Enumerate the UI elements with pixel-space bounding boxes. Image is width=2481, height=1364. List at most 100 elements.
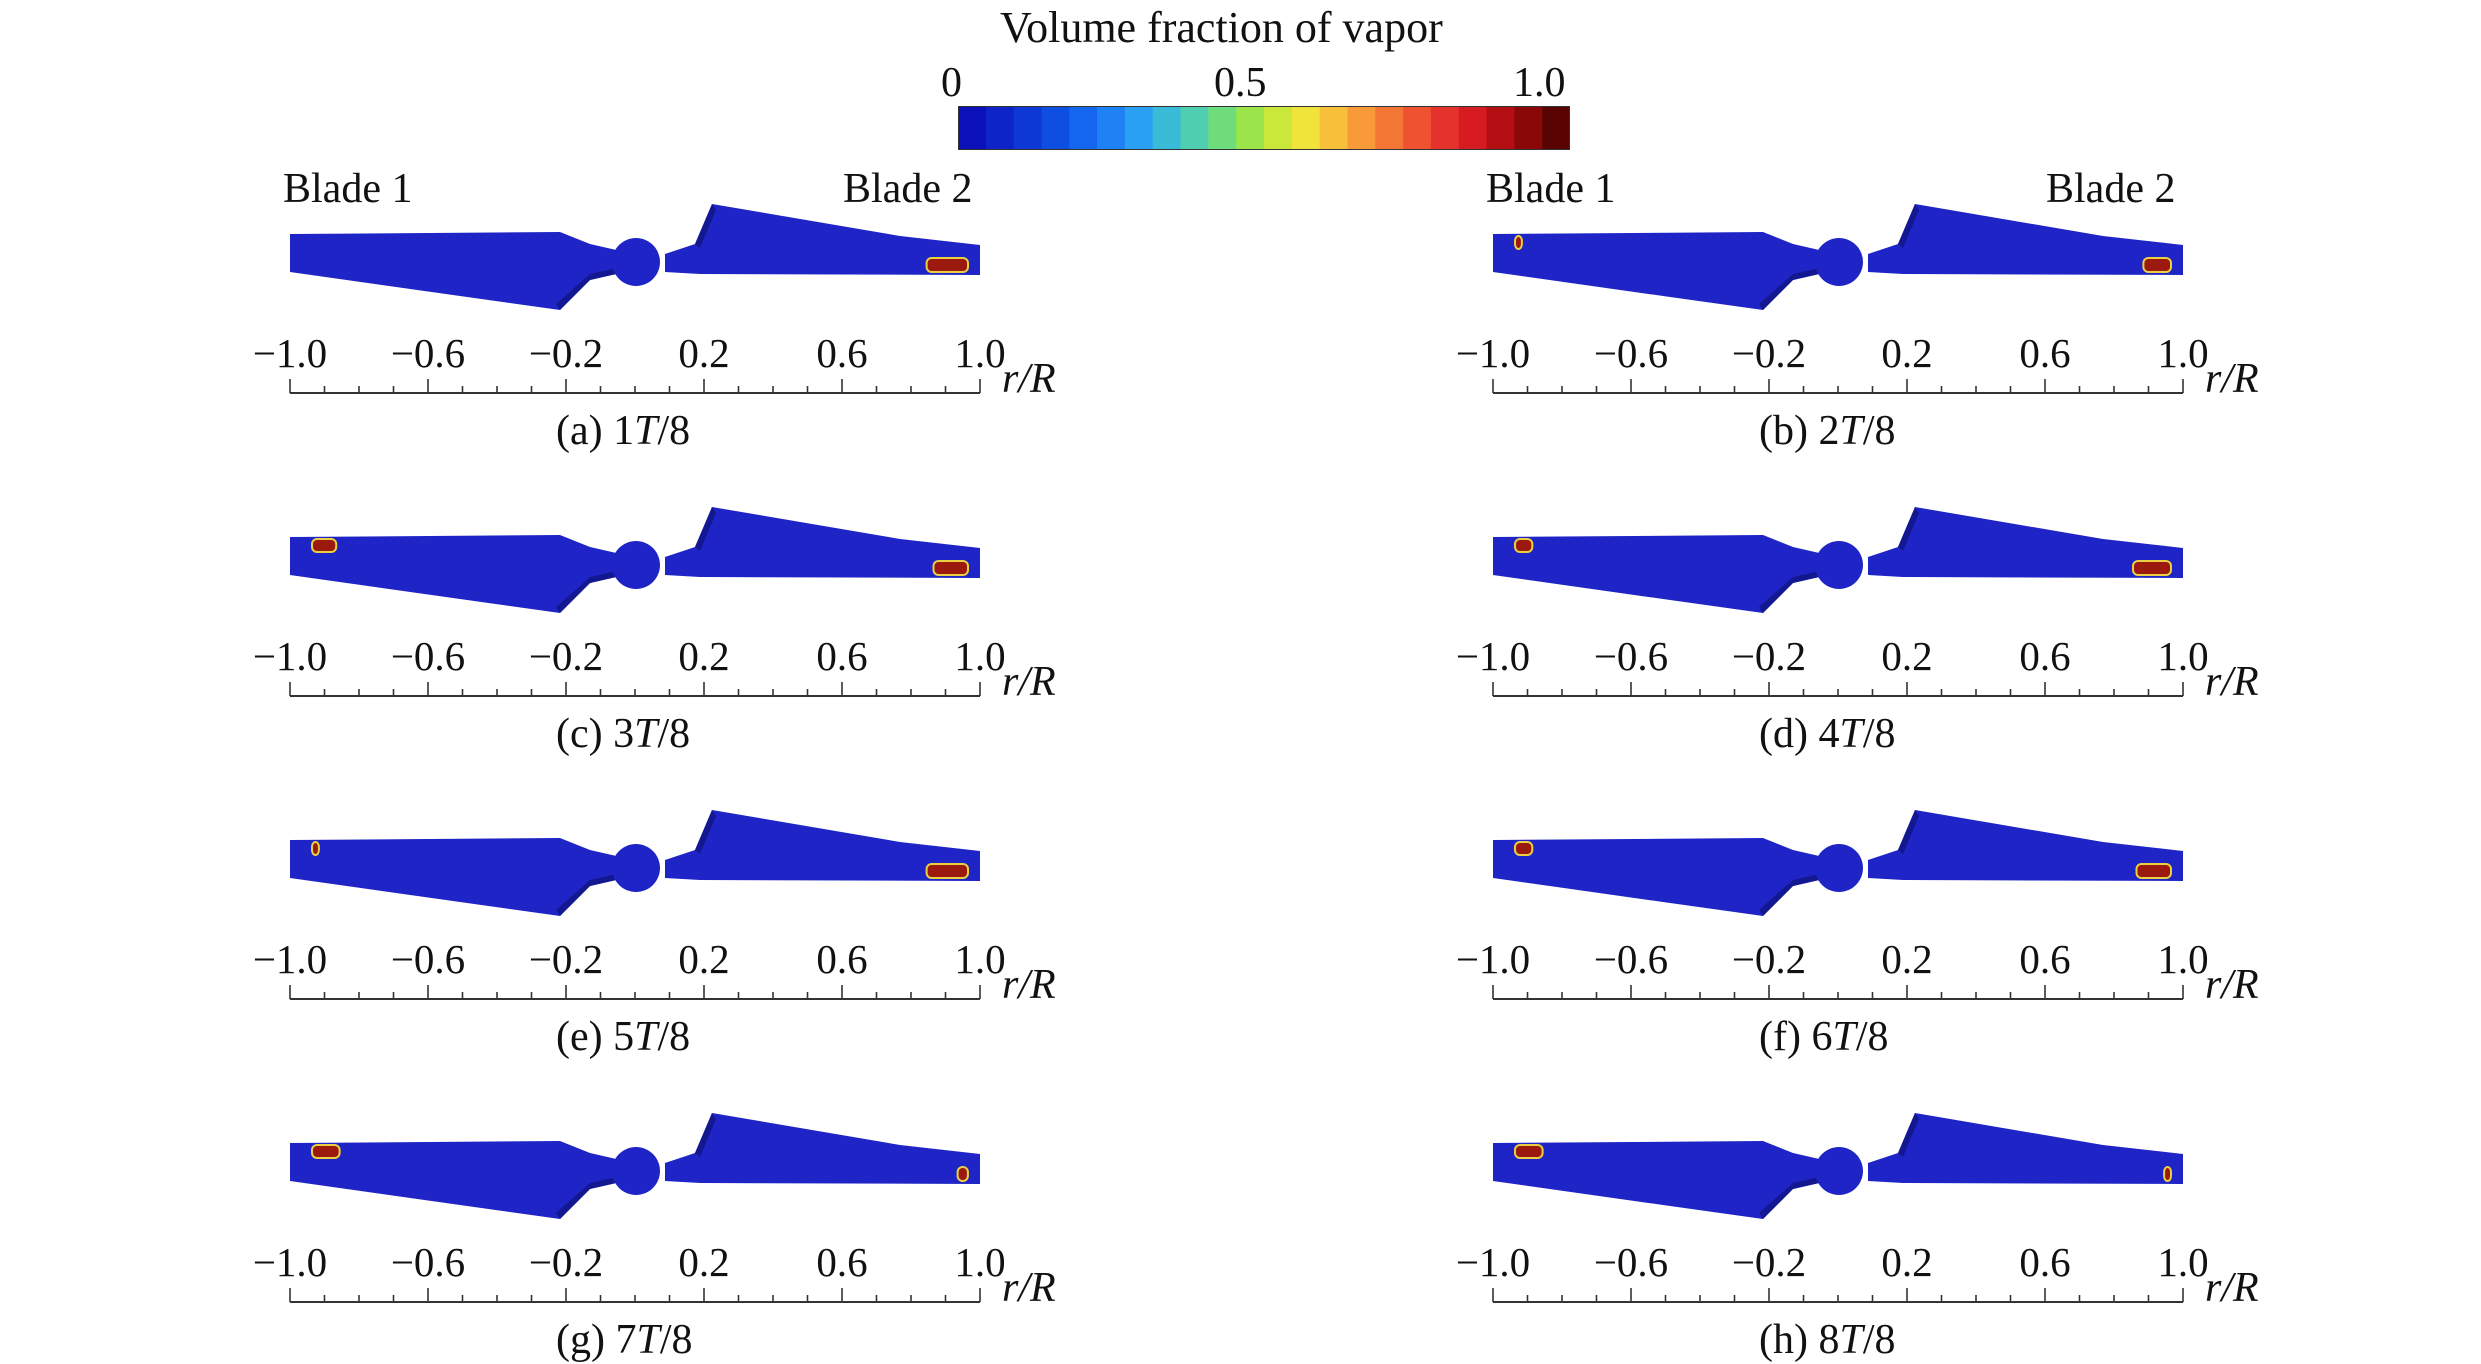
axis-tick-label: −1.0 bbox=[1455, 633, 1531, 679]
colorbar-segment bbox=[1403, 106, 1432, 150]
blade-2-surface bbox=[1868, 810, 2183, 881]
axis-tick-label: −0.2 bbox=[528, 1239, 604, 1285]
colorbar-segment bbox=[1180, 106, 1209, 150]
r-axis bbox=[1492, 985, 2184, 1000]
colorbar-segment bbox=[985, 106, 1015, 150]
axis-tick-label: 0.6 bbox=[816, 633, 868, 679]
r-axis bbox=[289, 1288, 981, 1303]
blade-2-cavitation bbox=[932, 560, 969, 576]
blade-2-surface bbox=[1868, 1113, 2183, 1184]
axis-label: r/R bbox=[2205, 1265, 2259, 1311]
blade-2-cavitation bbox=[956, 1166, 969, 1182]
blade-1-surface bbox=[1493, 1141, 1828, 1219]
hub bbox=[1815, 541, 1863, 589]
panel-caption: (e) 5T/8 bbox=[556, 1016, 690, 1058]
blade-1-surface bbox=[1493, 232, 1828, 310]
caption-period-symbol: T bbox=[1839, 711, 1863, 757]
axis-tick-label: 0.6 bbox=[2019, 330, 2071, 376]
axis-tick-label: 0.6 bbox=[2019, 1239, 2071, 1285]
axis-tick-label: −0.2 bbox=[528, 936, 604, 982]
panel-caption: (a) 1T/8 bbox=[556, 410, 690, 452]
caption-period-symbol: T bbox=[634, 1014, 658, 1060]
axis-tick-label: 0.2 bbox=[678, 330, 730, 376]
propeller-view bbox=[1493, 204, 2183, 310]
hub bbox=[612, 541, 660, 589]
propeller-view bbox=[290, 204, 980, 310]
axis-tick-label: −0.2 bbox=[1731, 1239, 1807, 1285]
axis-tick-label: 0.6 bbox=[816, 936, 868, 982]
blade-1-surface bbox=[290, 232, 625, 310]
axis-tick-label: −0.6 bbox=[1593, 633, 1669, 679]
blade-2-edge bbox=[1898, 1113, 1919, 1157]
caption-suffix: /8 bbox=[1862, 711, 1896, 757]
colorbar-segment bbox=[1458, 106, 1488, 150]
blade-2-cavitation bbox=[925, 863, 969, 879]
panel-caption: (b) 2T/8 bbox=[1759, 410, 1896, 452]
caption-suffix: /8 bbox=[1862, 1317, 1896, 1363]
axis-tick-label: −0.6 bbox=[1593, 1239, 1669, 1285]
colorbar-segment bbox=[1486, 106, 1515, 150]
blade-1-surface bbox=[1493, 535, 1828, 613]
axis-tick-label: −0.6 bbox=[390, 330, 466, 376]
axis-tick-label: 0.2 bbox=[1881, 330, 1933, 376]
caption-prefix: (c) 3 bbox=[556, 711, 635, 757]
propeller-view bbox=[1493, 507, 2183, 613]
colorbar-segment bbox=[1124, 106, 1154, 150]
axis-tick-label: 1.0 bbox=[2157, 330, 2209, 376]
caption-period-symbol: T bbox=[634, 711, 658, 757]
colorbar-segment bbox=[1430, 106, 1460, 150]
blade-2-surface bbox=[1868, 204, 2183, 275]
axis-tick-label: −0.2 bbox=[528, 633, 604, 679]
hub bbox=[1815, 238, 1863, 286]
axis-tick-label: 0.6 bbox=[816, 330, 868, 376]
caption-prefix: (a) 1 bbox=[556, 408, 635, 454]
caption-prefix: (g) 7 bbox=[556, 1317, 637, 1363]
r-axis bbox=[289, 379, 981, 394]
caption-prefix: (h) 8 bbox=[1759, 1317, 1840, 1363]
axis-tick-label: −0.6 bbox=[390, 936, 466, 982]
axis-tick-label: −0.6 bbox=[390, 1239, 466, 1285]
axis-tick-label: −0.6 bbox=[1593, 936, 1669, 982]
axis-tick-label: 1.0 bbox=[954, 633, 1006, 679]
colorbar-segment bbox=[1291, 106, 1321, 150]
axis-label: r/R bbox=[1002, 1265, 1056, 1311]
blade-1-cavitation bbox=[1514, 841, 1534, 856]
axis-label: r/R bbox=[1002, 356, 1056, 402]
hub bbox=[612, 844, 660, 892]
propeller-view bbox=[1493, 810, 2183, 916]
blade-1-surface bbox=[290, 1141, 625, 1219]
r-axis bbox=[289, 682, 981, 697]
axis-tick-label: 0.2 bbox=[1881, 936, 1933, 982]
axis-tick-label: −0.6 bbox=[1593, 330, 1669, 376]
panel-caption: (c) 3T/8 bbox=[556, 713, 690, 755]
r-axis bbox=[1492, 682, 2184, 697]
caption-period-symbol: T bbox=[634, 408, 658, 454]
axis-tick-label: −0.2 bbox=[1731, 936, 1807, 982]
caption-suffix: /8 bbox=[657, 711, 691, 757]
caption-suffix: /8 bbox=[657, 408, 691, 454]
blade-2-cavitation bbox=[925, 257, 969, 273]
colorbar-segment bbox=[1152, 106, 1182, 150]
colorbar-segment bbox=[1542, 106, 1570, 150]
axis-label: r/R bbox=[1002, 962, 1056, 1008]
caption-suffix: /8 bbox=[1862, 408, 1896, 454]
blade-1-surface bbox=[290, 838, 625, 916]
axis-tick-label: 0.6 bbox=[2019, 936, 2071, 982]
propeller-view bbox=[290, 1113, 980, 1219]
blade-1-cavitation bbox=[1514, 538, 1534, 553]
hub bbox=[1815, 1147, 1863, 1195]
colorbar-segment bbox=[1236, 106, 1265, 150]
colorbar-tick-0-5: 0.5 bbox=[1214, 60, 1267, 106]
hub bbox=[1815, 844, 1863, 892]
blade-2-edge bbox=[695, 507, 716, 551]
axis-tick-label: 0.2 bbox=[678, 936, 730, 982]
blade-2-cavitation bbox=[2142, 257, 2173, 273]
blade-2-edge bbox=[695, 810, 716, 854]
colorbar-segment bbox=[1208, 106, 1237, 150]
axis-tick-label: 1.0 bbox=[954, 1239, 1006, 1285]
axis-tick-label: 0.6 bbox=[816, 1239, 868, 1285]
caption-prefix: (f) 6 bbox=[1759, 1014, 1833, 1060]
colorbar-tick-0: 0 bbox=[941, 60, 962, 106]
caption-prefix: (e) 5 bbox=[556, 1014, 635, 1060]
